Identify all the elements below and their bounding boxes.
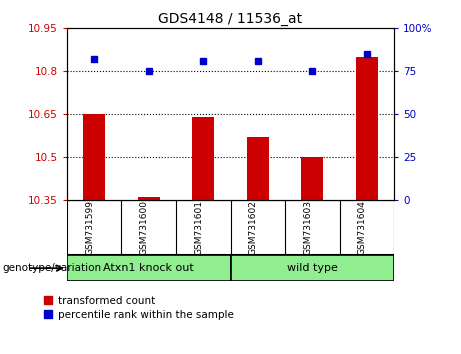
Text: GSM731603: GSM731603 — [303, 200, 313, 255]
Text: genotype/variation: genotype/variation — [2, 263, 101, 273]
Text: GDS4148 / 11536_at: GDS4148 / 11536_at — [159, 12, 302, 27]
Bar — [67, 255, 230, 281]
Bar — [138, 197, 160, 200]
Text: GSM731600: GSM731600 — [140, 200, 148, 255]
Bar — [356, 57, 378, 200]
Bar — [192, 117, 214, 200]
Text: GSM731599: GSM731599 — [85, 200, 94, 255]
Bar — [230, 255, 394, 281]
Text: GSM731602: GSM731602 — [249, 200, 258, 255]
Text: wild type: wild type — [287, 263, 338, 273]
Text: GSM731604: GSM731604 — [358, 200, 367, 255]
Text: GSM731601: GSM731601 — [194, 200, 203, 255]
Bar — [247, 137, 269, 200]
Bar — [83, 114, 105, 200]
Text: Atxn1 knock out: Atxn1 knock out — [103, 263, 194, 273]
Legend: transformed count, percentile rank within the sample: transformed count, percentile rank withi… — [42, 294, 236, 322]
Bar — [301, 157, 323, 200]
